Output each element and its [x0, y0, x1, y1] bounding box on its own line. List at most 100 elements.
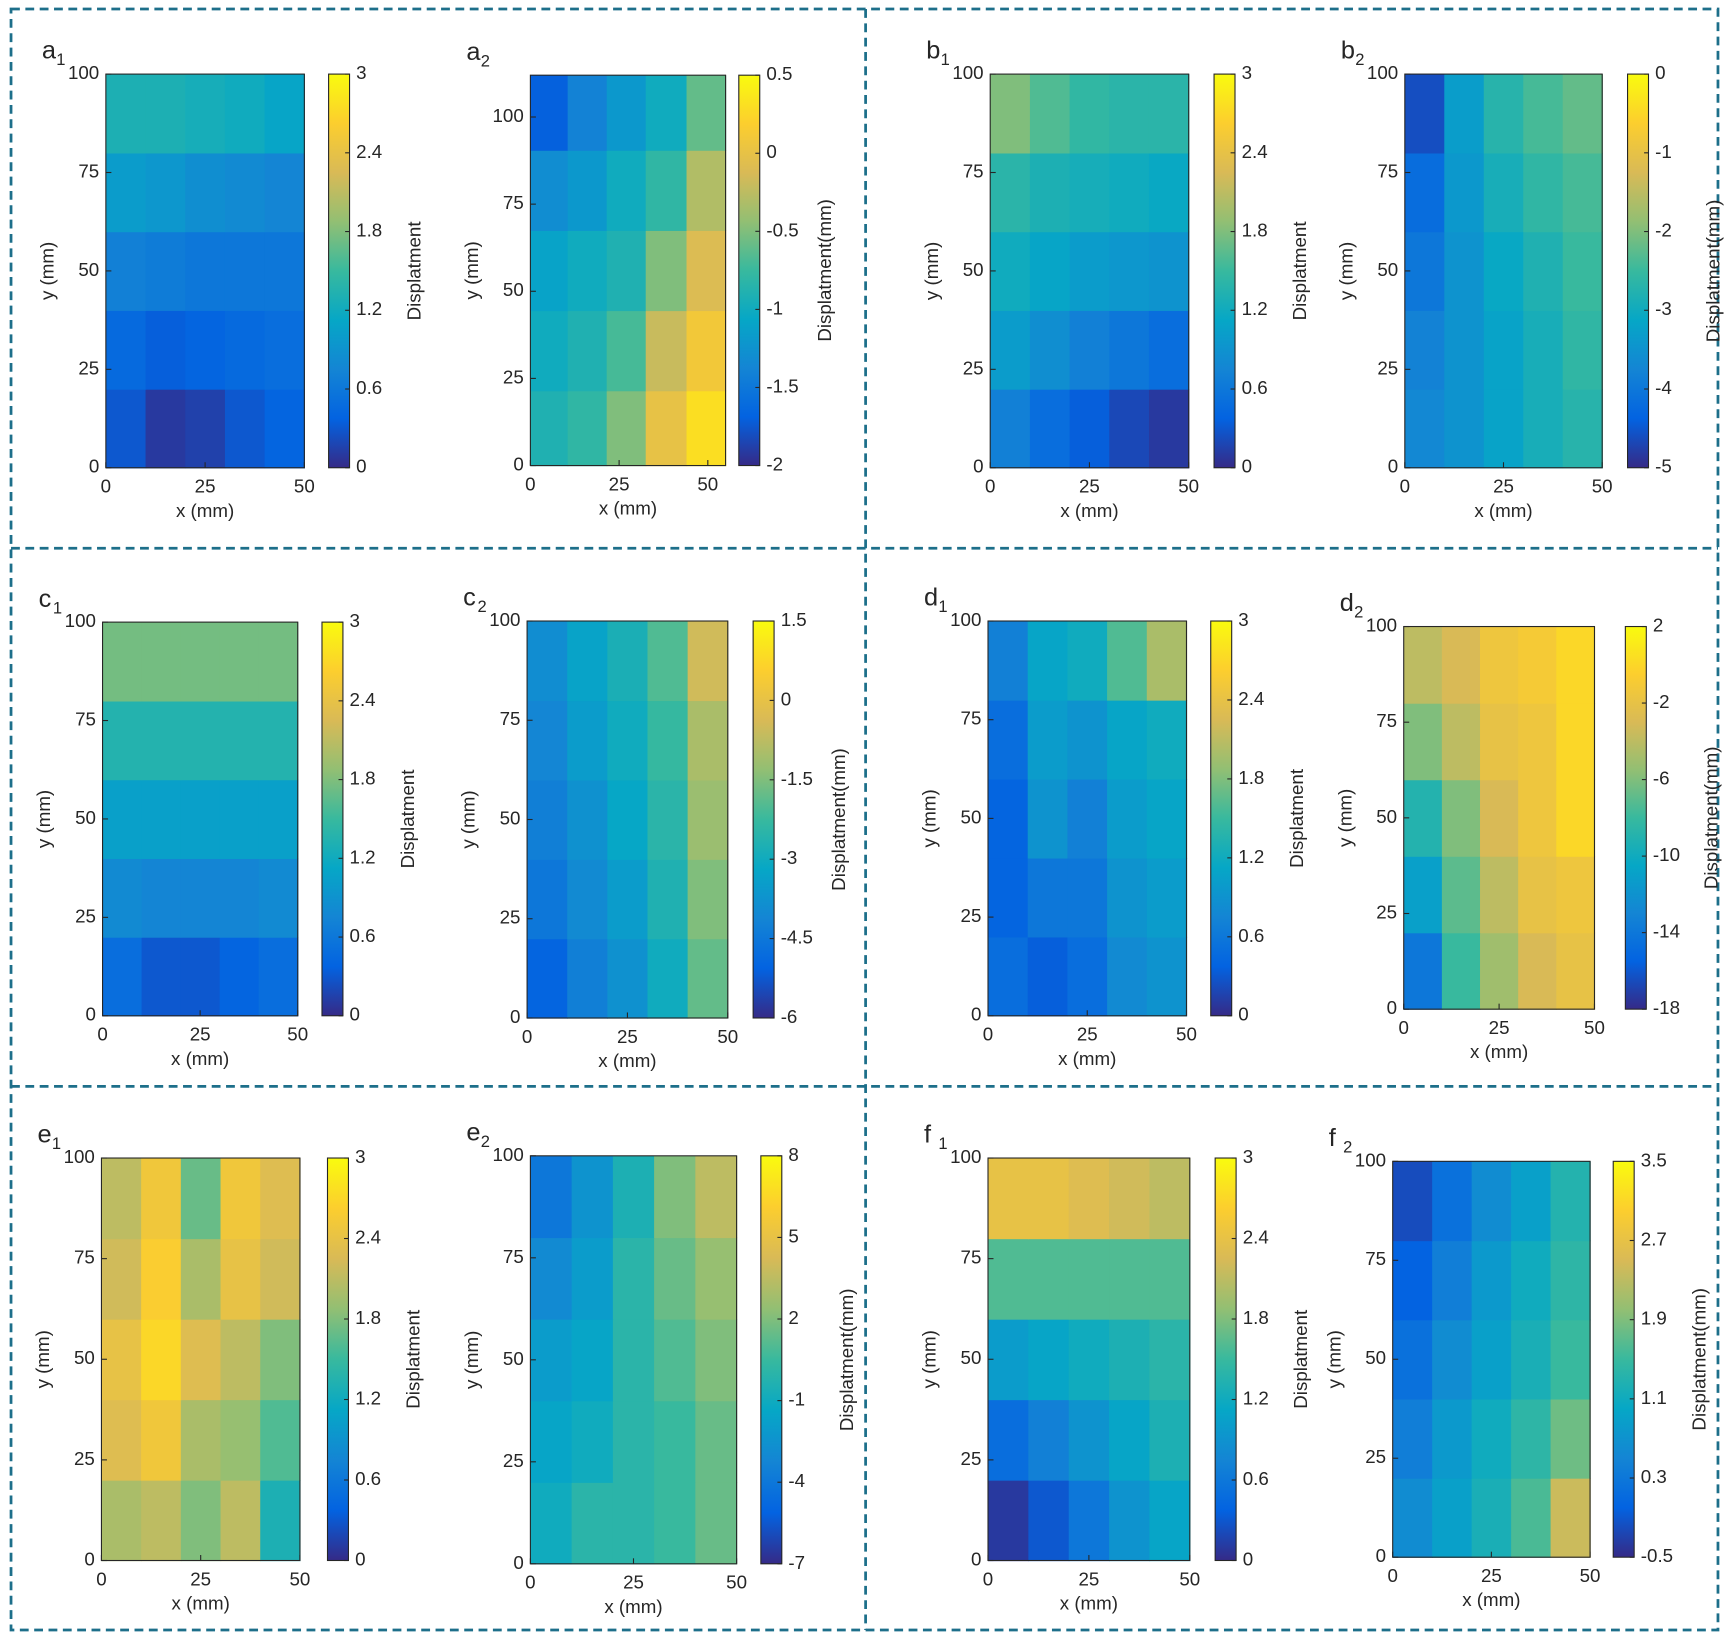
y-tick-label: 75 — [961, 1247, 982, 1268]
x-axis-label: x (mm) — [1058, 1048, 1116, 1069]
contour-cell — [567, 779, 609, 860]
contour-cell — [1109, 1399, 1151, 1481]
contour-cell — [695, 1237, 738, 1320]
colorbar-tick-label: 1.8 — [350, 768, 376, 789]
colorbar-tick-label: 0 — [1655, 62, 1665, 83]
contour-cell — [990, 152, 1031, 233]
colorbar-tick-label: -2 — [1653, 691, 1670, 712]
colorbar-tick-label: 0 — [1242, 456, 1252, 477]
contour-cell — [567, 700, 609, 781]
contour-cell — [988, 1480, 1030, 1562]
contour-cell — [145, 152, 186, 233]
contour-cell — [1067, 778, 1108, 859]
colorbar-tick-label: 1.8 — [1242, 220, 1268, 241]
contour-cell — [258, 779, 299, 859]
contour-cell — [567, 75, 608, 151]
contour-cell — [1069, 231, 1110, 311]
contour-cell — [1432, 1478, 1473, 1558]
colorbar-tick-label: -2 — [766, 453, 783, 474]
contour-cell — [1511, 1478, 1552, 1558]
colorbar-tick-label: -4.5 — [781, 927, 813, 948]
x-tick-label: 50 — [294, 476, 315, 497]
panel-label-sub: 2 — [481, 1132, 490, 1151]
contour-cell — [1562, 152, 1603, 233]
y-tick-label: 0 — [971, 1548, 981, 1569]
contour-cell — [180, 700, 221, 781]
y-tick-label: 75 — [503, 192, 524, 213]
colorbar-tick-label: 0.6 — [1243, 1468, 1269, 1489]
contour-cell — [1149, 1480, 1191, 1562]
colorbar-tick-label: 0 — [766, 141, 776, 162]
contour-cell — [180, 1238, 222, 1320]
contour-cell — [1028, 1319, 1070, 1401]
contour-cell — [654, 1237, 697, 1320]
y-axis-label: y (mm) — [461, 241, 482, 299]
contour-cell — [264, 74, 306, 154]
contour-cell — [1392, 1161, 1433, 1242]
colorbar — [1210, 620, 1233, 1017]
colorbar — [1214, 1157, 1237, 1562]
colorbar-tick-label: 0 — [350, 1004, 360, 1025]
colorbar-label: Displatment — [397, 769, 418, 869]
contour-cell — [1404, 74, 1445, 154]
contour-cell — [571, 1482, 614, 1565]
colorbar-tick-label: 1.2 — [1243, 1387, 1269, 1408]
contour-cell — [988, 936, 1029, 1017]
contour-cell — [1027, 699, 1069, 780]
contour-cell — [567, 230, 608, 312]
x-tick-label: 50 — [697, 473, 718, 494]
contour-cell — [612, 1400, 655, 1483]
contour-cell — [530, 75, 569, 151]
y-axis-label: y (mm) — [1323, 1330, 1344, 1388]
contour-cell — [1444, 389, 1485, 469]
contour-cell — [686, 75, 727, 151]
y-tick-label: 100 — [1367, 62, 1398, 83]
y-tick-label: 75 — [503, 1246, 524, 1267]
contour-cell — [647, 621, 689, 702]
contour-cell — [224, 389, 266, 469]
contour-cell — [654, 1155, 697, 1239]
y-tick-label: 100 — [64, 1146, 95, 1167]
contour-cell — [1148, 389, 1190, 469]
colorbar-tick-label: 8 — [788, 1144, 798, 1165]
contour-cell — [180, 622, 221, 702]
contour-cell — [220, 1238, 261, 1320]
contour-cell — [105, 231, 147, 311]
panel-label: f — [924, 1121, 932, 1149]
colorbar-tick-label: 3 — [1243, 1146, 1253, 1167]
contour-cell — [219, 858, 260, 938]
y-tick-label: 100 — [1366, 614, 1397, 635]
x-tick-label: 0 — [985, 476, 995, 497]
contour-cell — [990, 231, 1031, 311]
y-tick-label: 100 — [489, 609, 520, 630]
contour-cell — [1146, 936, 1188, 1017]
contour-cell — [527, 621, 568, 702]
contour-cell — [224, 152, 266, 233]
colorbar — [1612, 1160, 1635, 1558]
y-tick-label: 50 — [74, 1347, 95, 1368]
y-tick-label: 100 — [493, 1144, 524, 1165]
y-tick-label: 50 — [963, 259, 984, 280]
contour-cell — [102, 622, 143, 702]
contour-cell — [530, 1237, 573, 1320]
colorbar-tick-label: 3 — [350, 610, 360, 631]
contour-cell — [141, 1399, 182, 1481]
contour-cell — [527, 859, 568, 940]
contour-cell — [101, 1158, 142, 1240]
colorbar — [1624, 625, 1647, 1010]
contour-cell — [258, 622, 299, 702]
y-tick-label: 50 — [503, 279, 524, 300]
colorbar-tick-label: 1.9 — [1641, 1308, 1667, 1329]
panel-label: e — [37, 1121, 51, 1149]
contour-cell — [1109, 389, 1150, 469]
contour-cell — [990, 389, 1031, 469]
contour-cell — [1441, 703, 1481, 781]
x-axis-label: x (mm) — [598, 1050, 656, 1071]
contour-cell — [1556, 779, 1596, 857]
y-tick-label: 0 — [513, 1552, 523, 1573]
contour-cell — [1483, 152, 1524, 233]
y-tick-label: 0 — [510, 1006, 520, 1027]
colorbar-tick-label: -5 — [1655, 456, 1672, 477]
